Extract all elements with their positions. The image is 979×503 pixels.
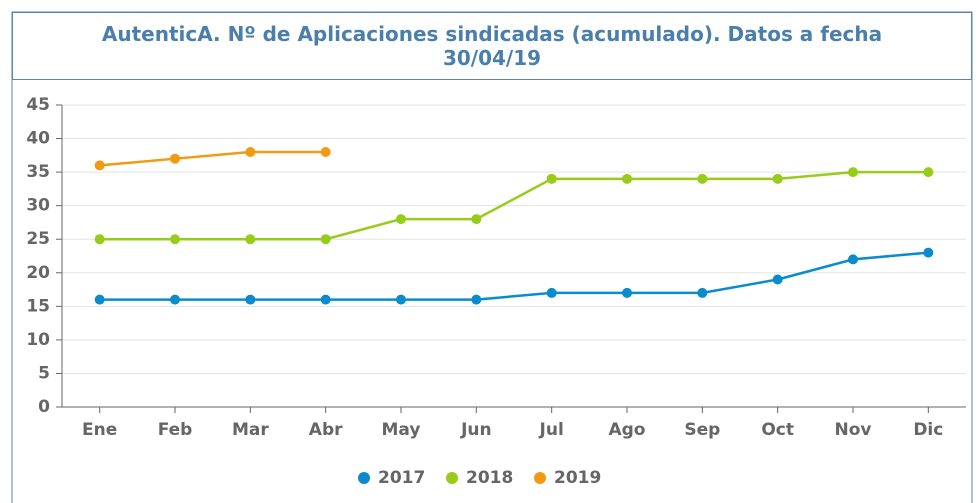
y-tick-label: 0 (38, 397, 50, 417)
data-point (471, 214, 482, 225)
data-point (245, 294, 256, 305)
data-point (923, 247, 934, 258)
x-tick-label: Jun (460, 420, 492, 440)
data-point (170, 153, 180, 164)
data-point (245, 234, 256, 245)
data-point (170, 234, 180, 245)
data-point (546, 173, 557, 184)
y-tick-label: 20 (26, 263, 50, 283)
x-tick-label: Sep (684, 420, 720, 440)
y-tick-label: 25 (26, 229, 50, 249)
y-tick-label: 10 (26, 330, 50, 350)
data-point (320, 234, 331, 245)
data-point (94, 234, 105, 245)
series-line (99, 251, 929, 301)
series-line (99, 150, 326, 167)
data-point (396, 294, 406, 305)
x-tick-label: Feb (158, 420, 193, 440)
data-point (245, 146, 256, 157)
x-tick-label: Dic (913, 420, 943, 440)
x-tick-label: Mar (232, 420, 269, 440)
chart-title: AutenticA. Nº de Aplicaciones sindicadas… (12, 12, 972, 80)
data-point (622, 287, 632, 298)
legend-label: 2018 (466, 468, 513, 488)
data-point (772, 274, 783, 285)
y-tick-label: 5 (38, 363, 50, 383)
data-point (170, 294, 180, 305)
data-point (697, 287, 708, 298)
y-tick-label: 30 (26, 196, 50, 216)
data-point (622, 173, 632, 184)
x-tick-label: Oct (761, 420, 794, 440)
data-point (94, 294, 105, 305)
x-tick-label: Ago (608, 420, 645, 440)
x-tick-label: May (382, 420, 421, 440)
legend-marker (446, 472, 458, 484)
y-tick-label: 45 (26, 95, 50, 115)
x-tick-label: Abr (309, 420, 343, 440)
legend-label: 2017 (378, 468, 425, 488)
frame (11, 11, 973, 503)
data-point (94, 160, 105, 171)
x-tick-label: Ene (82, 420, 117, 440)
data-point (396, 214, 406, 225)
data-point (320, 294, 331, 305)
data-point (848, 254, 858, 265)
data-point (546, 287, 557, 298)
data-point (848, 167, 858, 178)
y-tick-label: 35 (26, 162, 50, 182)
data-point (697, 173, 708, 184)
legend-label: 2019 (554, 468, 601, 488)
y-tick-label: 15 (26, 296, 50, 316)
data-point (923, 167, 934, 178)
legend-marker (534, 472, 546, 484)
y-tick-label: 40 (26, 129, 50, 149)
legend-marker (358, 472, 370, 484)
x-tick-label: Jul (539, 420, 564, 440)
series-line (99, 170, 929, 241)
data-point (772, 173, 783, 184)
data-point (471, 294, 482, 305)
x-tick-label: Nov (835, 420, 872, 440)
data-point (320, 146, 331, 157)
